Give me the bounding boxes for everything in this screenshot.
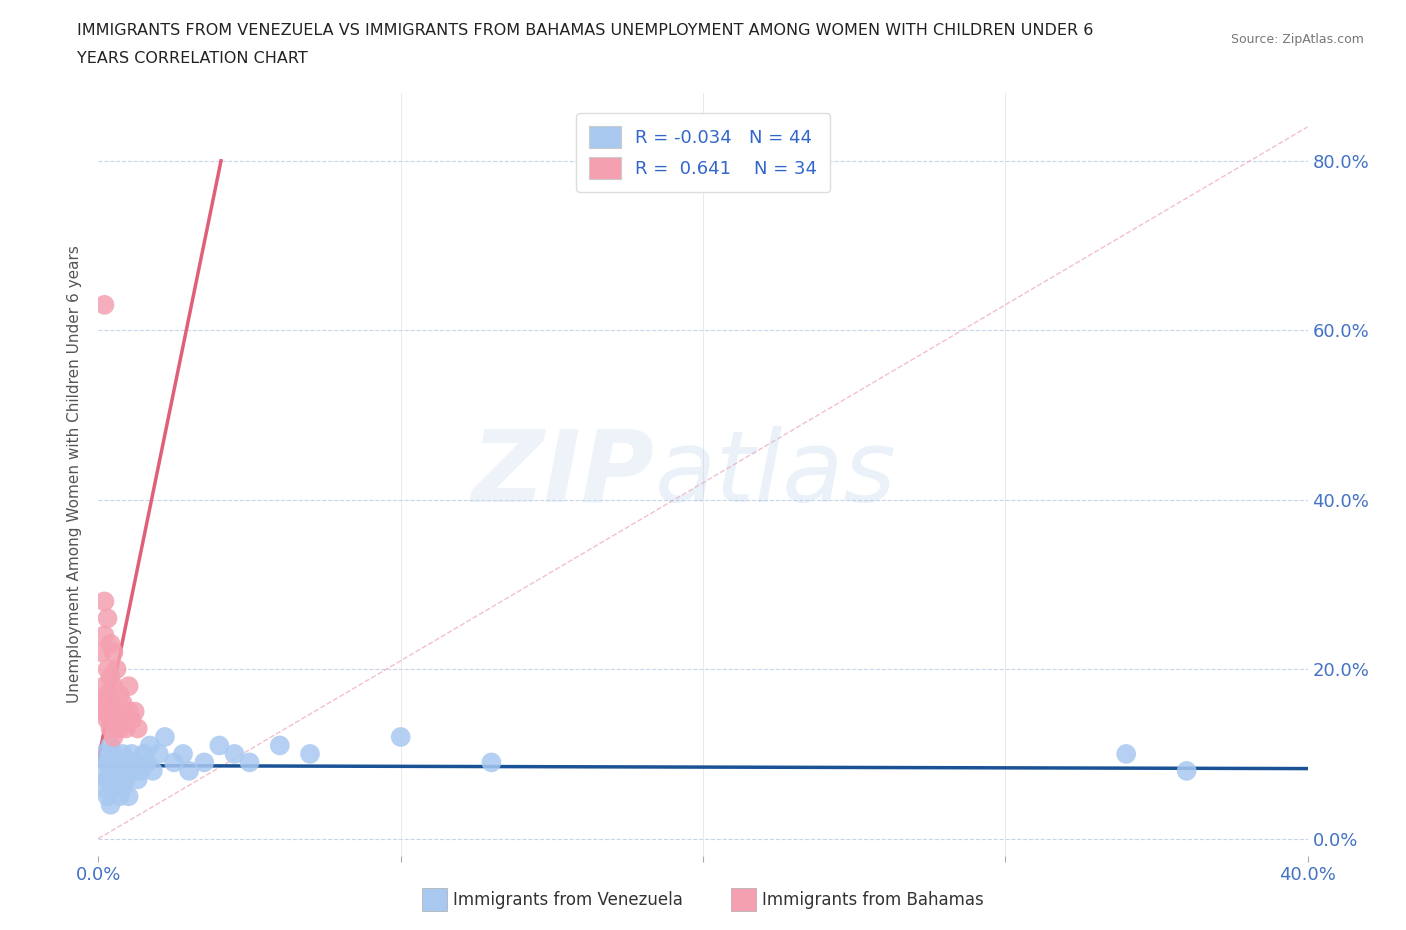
Point [111, 712, 134, 727]
Point [132, 747, 155, 762]
Point [118, 789, 141, 804]
Point [93, 298, 115, 312]
Point [100, 636, 122, 651]
Point [127, 772, 149, 787]
Point [193, 755, 215, 770]
Point [105, 662, 128, 677]
Point [100, 738, 122, 753]
Point [111, 747, 134, 762]
Point [90, 696, 112, 711]
Point [96, 712, 118, 727]
Point [139, 738, 162, 753]
Point [108, 764, 131, 778]
Point [96, 662, 118, 677]
Point [108, 789, 131, 804]
Point [208, 738, 231, 753]
Point [96, 704, 118, 719]
Point [96, 611, 118, 626]
Point [96, 772, 118, 787]
Point [96, 687, 118, 702]
Point [100, 721, 122, 736]
Text: Immigrants from Venezuela: Immigrants from Venezuela [453, 891, 682, 910]
Point [93, 704, 115, 719]
Text: Source: ZipAtlas.com: Source: ZipAtlas.com [1230, 33, 1364, 46]
Point [103, 729, 125, 744]
Point [1175, 764, 1198, 778]
Point [93, 780, 115, 795]
Point [111, 780, 134, 795]
Legend: R = -0.034   N = 44, R =  0.641    N = 34: R = -0.034 N = 44, R = 0.641 N = 34 [576, 113, 830, 192]
Point [108, 721, 131, 736]
Y-axis label: Unemployment Among Women with Children Under 6 years: Unemployment Among Women with Children U… [67, 246, 83, 703]
Text: YEARS CORRELATION CHART: YEARS CORRELATION CHART [77, 51, 308, 66]
Point [103, 780, 125, 795]
Text: atlas: atlas [655, 426, 896, 523]
Point [103, 712, 125, 727]
Point [103, 747, 125, 762]
Point [148, 747, 170, 762]
Point [389, 729, 412, 744]
Text: ZIP: ZIP [471, 426, 655, 523]
Point [481, 755, 503, 770]
Point [100, 797, 122, 812]
Point [114, 755, 136, 770]
Point [93, 747, 115, 762]
Point [100, 712, 122, 727]
Point [124, 704, 146, 719]
Point [179, 764, 201, 778]
Point [108, 687, 131, 702]
Point [299, 747, 322, 762]
Point [124, 755, 146, 770]
Point [142, 764, 165, 778]
Point [224, 747, 246, 762]
Point [118, 679, 141, 694]
Point [163, 755, 186, 770]
Point [269, 738, 291, 753]
Point [93, 679, 115, 694]
Point [1115, 747, 1137, 762]
Point [239, 755, 262, 770]
Point [100, 671, 122, 685]
Point [129, 764, 152, 778]
Point [114, 721, 136, 736]
Point [105, 772, 128, 787]
Point [90, 764, 112, 778]
Point [121, 712, 143, 727]
Point [114, 772, 136, 787]
Point [90, 644, 112, 659]
Text: IMMIGRANTS FROM VENEZUELA VS IMMIGRANTS FROM BAHAMAS UNEMPLOYMENT AMONG WOMEN WI: IMMIGRANTS FROM VENEZUELA VS IMMIGRANTS … [77, 23, 1094, 38]
Point [121, 747, 143, 762]
Point [135, 755, 157, 770]
Point [153, 729, 176, 744]
Point [111, 696, 134, 711]
Point [93, 594, 115, 609]
Text: Immigrants from Bahamas: Immigrants from Bahamas [762, 891, 984, 910]
Point [103, 644, 125, 659]
Point [103, 679, 125, 694]
Point [96, 755, 118, 770]
Point [105, 704, 128, 719]
Point [93, 628, 115, 643]
Point [118, 704, 141, 719]
Point [96, 696, 118, 711]
Point [100, 696, 122, 711]
Point [118, 764, 141, 778]
Point [96, 789, 118, 804]
Point [127, 721, 149, 736]
Point [100, 764, 122, 778]
Point [172, 747, 194, 762]
Point [105, 755, 128, 770]
